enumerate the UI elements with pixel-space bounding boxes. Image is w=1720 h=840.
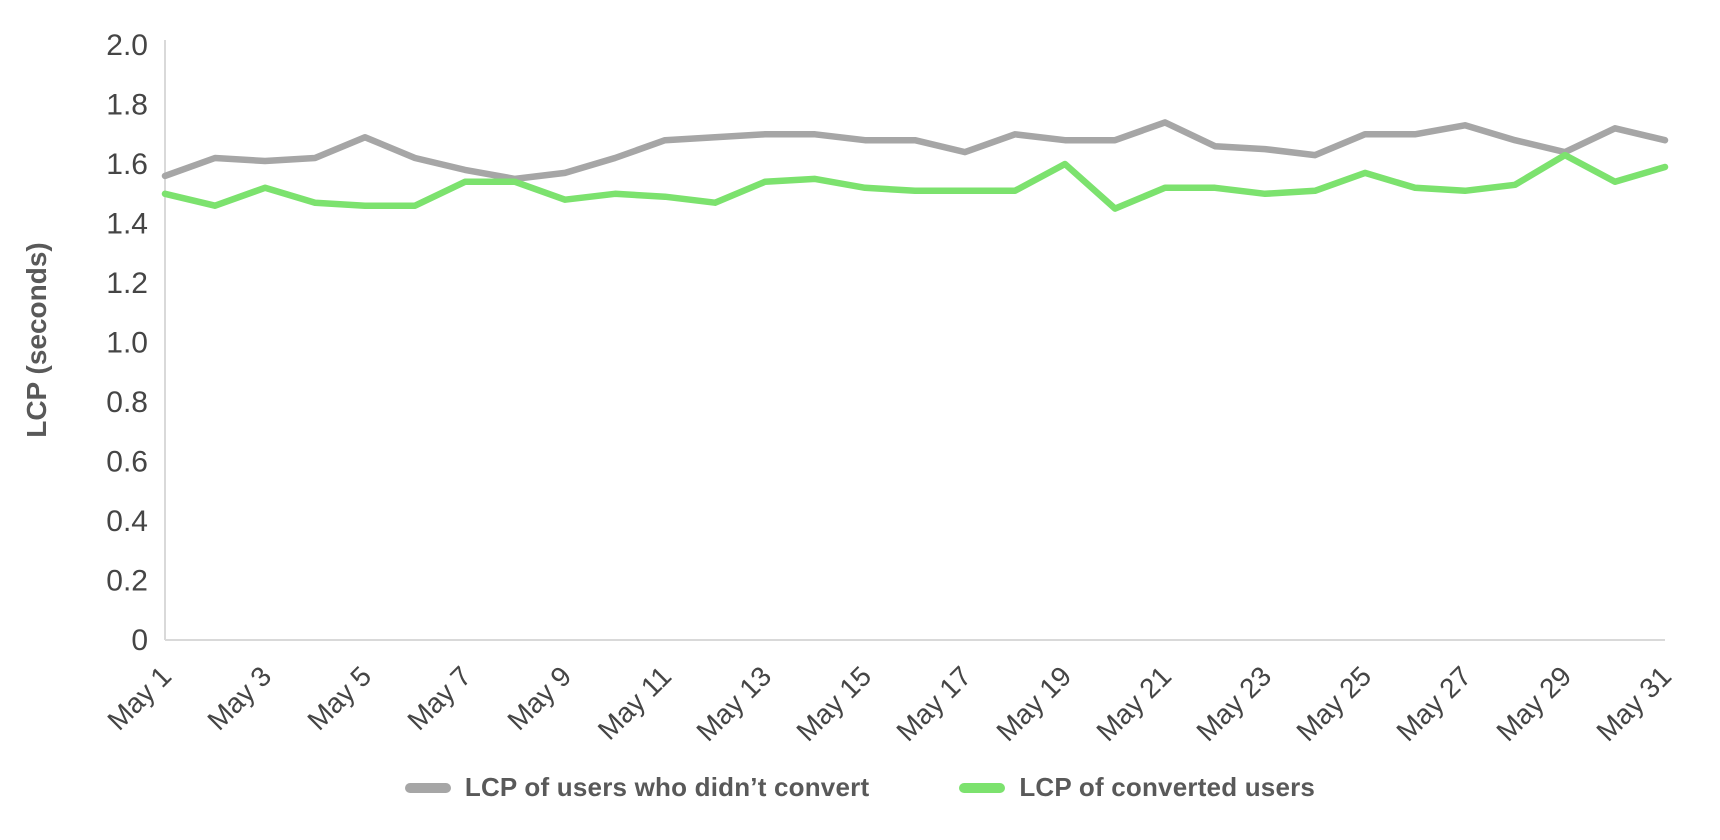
chart-legend: LCP of users who didn’t convert LCP of c… bbox=[0, 772, 1720, 803]
x-tick-label: May 1 bbox=[101, 660, 177, 736]
x-tick-label: May 21 bbox=[1090, 660, 1177, 747]
y-tick-label: 1.6 bbox=[106, 148, 148, 181]
legend-swatch-non-converted bbox=[404, 782, 451, 793]
x-tick-label: May 11 bbox=[592, 660, 677, 745]
x-tick-label: May 5 bbox=[301, 660, 377, 736]
x-tick-label: May 19 bbox=[990, 660, 1077, 747]
y-tick-label: 0 bbox=[131, 624, 148, 657]
x-tick-labels: May 1 May 3 May 5 May 7 May 9 May 11 May 13 May… bbox=[101, 660, 1677, 747]
chart-plot-area: LCP (seconds) 0 0.2 0.4 0.6 0.8 1.0 1.2 1.4 1.6 1… bbox=[21, 29, 1677, 747]
series-line-1 bbox=[161, 151, 1669, 212]
series-line-0 bbox=[161, 119, 1669, 183]
x-tick-label: May 23 bbox=[1190, 660, 1277, 747]
legend-label-non-converted: LCP of users who didn’t convert bbox=[464, 772, 870, 802]
y-tick-label: 2.0 bbox=[106, 29, 148, 62]
y-tick-labels: 0 0.2 0.4 0.6 0.8 1.0 1.2 1.4 1.6 1.8 2.0 bbox=[106, 29, 148, 657]
y-tick-label: 1.2 bbox=[106, 267, 148, 300]
x-tick-label: May 17 bbox=[890, 660, 977, 747]
y-tick-label: 1.4 bbox=[106, 208, 148, 241]
y-tick-label: 0.6 bbox=[106, 446, 148, 479]
y-tick-label: 1.8 bbox=[106, 89, 148, 122]
x-tick-label: May 7 bbox=[401, 660, 477, 736]
legend-item-converted: LCP of converted users bbox=[959, 772, 1315, 803]
x-tick-label: May 9 bbox=[501, 660, 577, 736]
y-tick-label: 0.4 bbox=[106, 505, 148, 538]
series-lines bbox=[161, 119, 1669, 212]
y-tick-label: 1.0 bbox=[106, 327, 148, 360]
x-tick-label: May 27 bbox=[1390, 660, 1477, 747]
x-tick-label: May 15 bbox=[790, 660, 877, 747]
legend-item-non-converted: LCP of users who didn’t convert bbox=[404, 772, 870, 803]
x-tick-label: May 25 bbox=[1290, 660, 1377, 747]
legend-swatch-converted bbox=[959, 782, 1006, 793]
y-tick-label: 0.2 bbox=[106, 565, 148, 598]
x-tick-label: May 29 bbox=[1490, 660, 1577, 747]
y-tick-label: 0.8 bbox=[106, 386, 148, 419]
x-tick-label: May 13 bbox=[690, 660, 777, 747]
legend-label-converted: LCP of converted users bbox=[1019, 772, 1316, 802]
x-tick-label: May 3 bbox=[201, 660, 277, 736]
x-tick-label: May 31 bbox=[1590, 660, 1677, 747]
lcp-chart-svg: LCP (seconds) 0 0.2 0.4 0.6 0.8 1.0 1.2 1.4 1.6 1… bbox=[21, 29, 1677, 747]
y-axis-title: LCP (seconds) bbox=[21, 242, 52, 438]
